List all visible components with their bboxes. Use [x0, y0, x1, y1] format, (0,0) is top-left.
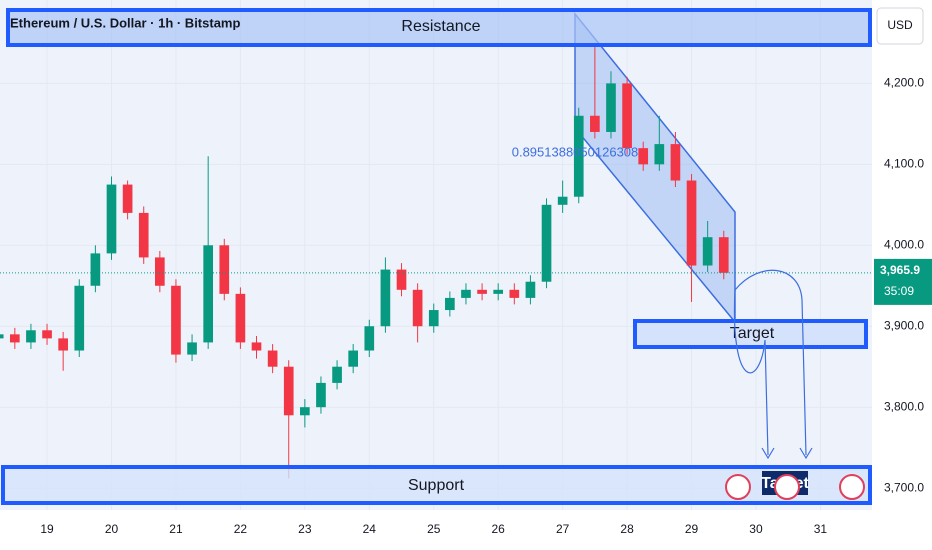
- grid: [0, 0, 872, 510]
- support-label: Support: [408, 477, 465, 494]
- candle-body: [235, 293, 246, 343]
- candle-body: [412, 289, 423, 327]
- candle-body: [622, 83, 632, 149]
- candle-body: [348, 350, 359, 367]
- currency-button[interactable]: [876, 7, 924, 45]
- currency-label: USD: [887, 18, 913, 32]
- flag-icon[interactable]: [774, 474, 800, 500]
- candle-body: [219, 245, 230, 294]
- candle-body: [300, 407, 310, 416]
- y-tick-label: 4,200.0: [884, 76, 924, 90]
- resistance-zone: [6, 8, 872, 47]
- axes: 3,700.0 3,800.0 3,900.0 4,000.0 4,100.0 4,200…: [40, 76, 932, 536]
- candle-body: [251, 342, 262, 351]
- x-tick-label: 20: [105, 522, 119, 536]
- candle-body: [138, 212, 149, 258]
- candle-body: [477, 289, 487, 294]
- y-tick-label: 4,000.0: [884, 237, 924, 251]
- candle-body: [171, 285, 181, 355]
- x-tick-label: 27: [556, 522, 570, 536]
- last-price-badge: [874, 258, 932, 305]
- x-tick-label: 28: [620, 522, 634, 536]
- candle-body: [90, 253, 101, 286]
- candle-body: [654, 144, 665, 165]
- candle-body: [670, 144, 681, 181]
- time-axis: [0, 510, 872, 550]
- flag-icon[interactable]: [725, 474, 751, 500]
- candle-body: [445, 297, 455, 311]
- candle-body: [380, 269, 391, 327]
- x-tick-label: 25: [427, 522, 441, 536]
- candle-body: [461, 289, 471, 298]
- arrow-head: [761, 447, 813, 460]
- x-tick-label: 29: [685, 522, 699, 536]
- last-price-label: 3,965.9: [880, 263, 920, 277]
- candle-body: [509, 289, 520, 298]
- projection-arrow: [734, 269, 807, 456]
- x-tick-label: 26: [492, 522, 506, 536]
- y-tick-label: 3,800.0: [884, 399, 924, 413]
- candle-body: [638, 148, 649, 165]
- candle-body: [493, 289, 504, 294]
- y-tick-label: 4,100.0: [884, 157, 924, 171]
- candles: [0, 46, 872, 479]
- candle-body: [74, 285, 85, 351]
- y-tick-label: 3,900.0: [884, 318, 924, 332]
- candle-body: [606, 83, 616, 132]
- candle-body: [428, 310, 439, 327]
- candle-body: [0, 334, 4, 339]
- chart-title: Ethereum / U.S. Dollar · 1h · Bitstamp: [10, 15, 240, 30]
- resistance-label: Resistance: [401, 18, 480, 35]
- plot-background: [0, 0, 872, 510]
- candle-body: [590, 115, 600, 132]
- candle-body: [396, 269, 407, 290]
- candle-body: [283, 366, 294, 416]
- candle-body: [187, 342, 197, 355]
- candle-body: [525, 281, 536, 298]
- candle-body: [122, 184, 133, 213]
- x-tick-label: 19: [40, 522, 54, 536]
- support-zone: [1, 465, 872, 505]
- candle-body: [58, 338, 68, 351]
- candle-body: [203, 245, 214, 343]
- candle-body: [155, 257, 165, 286]
- x-tick-label: 24: [363, 522, 377, 536]
- x-tick-label: 21: [169, 522, 183, 536]
- candle-body: [541, 204, 552, 282]
- countdown-label: 35:09: [884, 284, 914, 298]
- candle-body: [332, 366, 342, 383]
- candle-body: [686, 180, 697, 266]
- y-tick-label: 3,700.0: [884, 480, 924, 494]
- candle-body: [106, 184, 117, 254]
- candle-body: [42, 330, 52, 339]
- candle-body: [702, 237, 713, 266]
- candle-body: [26, 330, 36, 343]
- ratio-label: 0.8951388050126308: [512, 144, 639, 159]
- target-label: Target: [730, 325, 775, 342]
- x-tick-label: 22: [234, 522, 248, 536]
- candle-body: [267, 350, 278, 367]
- x-tick-label: 23: [298, 522, 312, 536]
- candle-body: [364, 326, 375, 351]
- flag-icon[interactable]: [839, 474, 865, 500]
- candle-body: [9, 334, 20, 343]
- x-tick-label: 31: [814, 522, 828, 536]
- candle-body: [557, 196, 568, 205]
- target-zone: [633, 319, 868, 349]
- candle-body: [316, 382, 326, 408]
- candle-body: [573, 115, 584, 197]
- candle-body: [718, 237, 729, 273]
- projection-arrow: [733, 289, 769, 456]
- x-tick-label: 30: [749, 522, 763, 536]
